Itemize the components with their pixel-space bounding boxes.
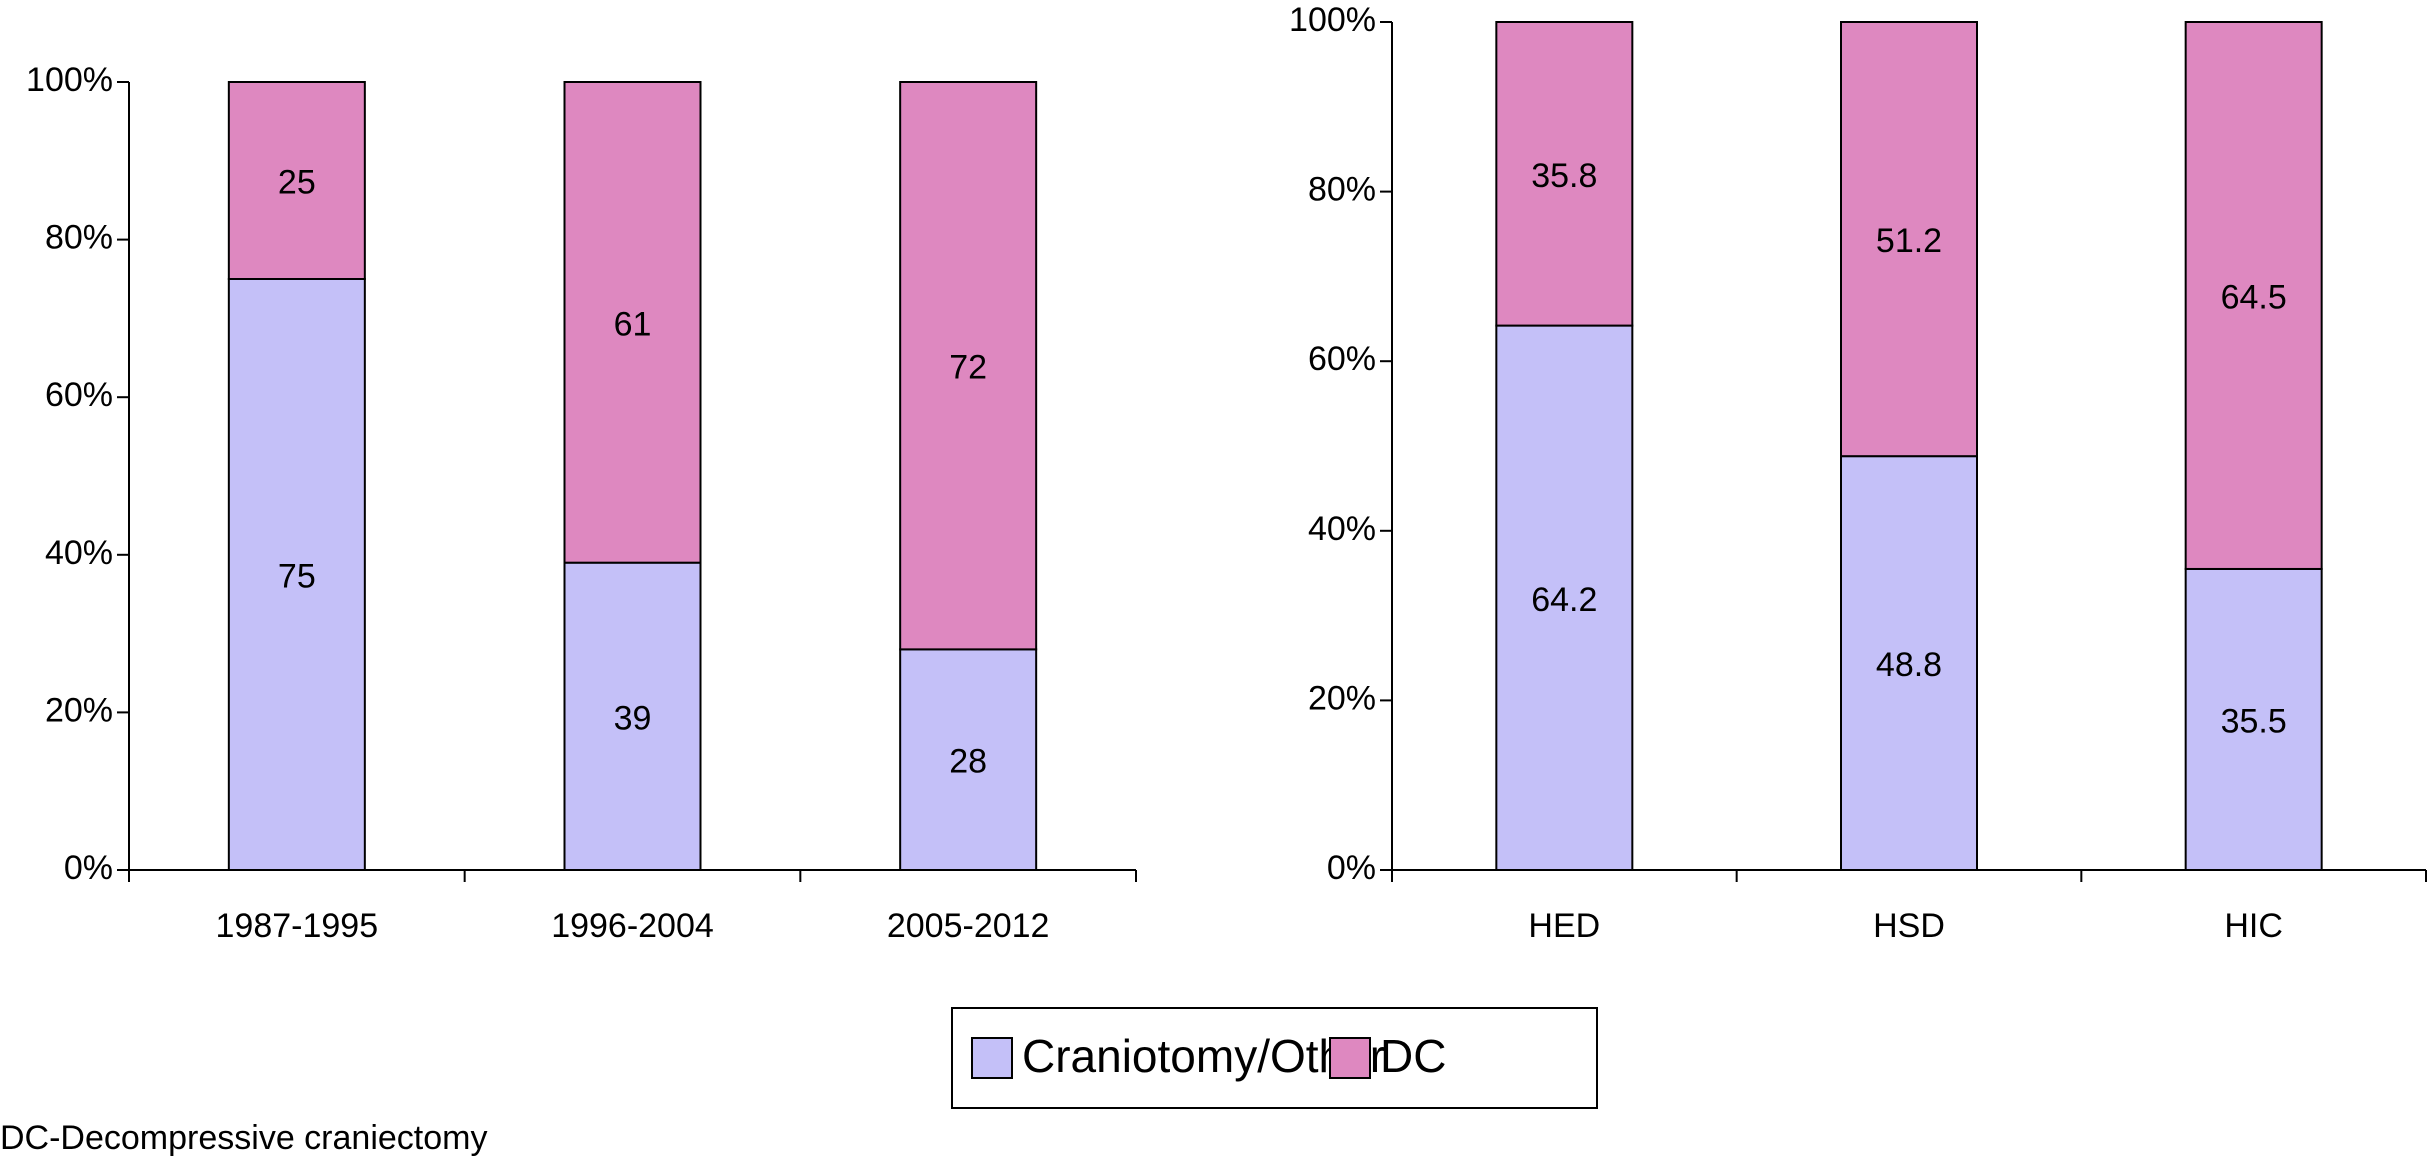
- footnote: DC-Decompressive craniectomy: [0, 1119, 487, 1157]
- y-tick-label: 0%: [1327, 849, 1376, 887]
- x-tick-label: 2005-2012: [887, 907, 1050, 945]
- data-label: 64.5: [2221, 278, 2287, 316]
- y-tick-label: 80%: [45, 219, 113, 257]
- bar-segment: [227, 278, 366, 871]
- y-tick-label: 100%: [26, 61, 113, 99]
- data-label: 75: [278, 557, 316, 595]
- data-label: 64.2: [1531, 581, 1597, 619]
- y-tick-label: 40%: [45, 534, 113, 572]
- y-tick-label: 60%: [45, 376, 113, 414]
- bar-segment: [1840, 455, 1978, 871]
- x-tick-label: 1996-2004: [551, 907, 714, 945]
- bar-segment: [2184, 21, 2323, 570]
- bar-segment: [563, 81, 702, 564]
- y-tick-label: 60%: [1308, 340, 1376, 378]
- legend-label: Craniotomy/Other: [1022, 1030, 1385, 1082]
- data-label: 72: [949, 349, 987, 387]
- data-label: 28: [949, 743, 987, 781]
- x-tick-label: HIC: [2224, 907, 2283, 945]
- y-tick-label: 20%: [1308, 679, 1376, 717]
- bar-segment: [1495, 21, 1634, 327]
- bar-segment: [899, 648, 1038, 871]
- bar-segment: [1495, 324, 1634, 872]
- data-label: 51.2: [1876, 222, 1942, 260]
- y-tick-label: 100%: [1289, 1, 1376, 39]
- y-tick-label: 20%: [45, 691, 113, 729]
- data-label: 35.5: [2221, 702, 2287, 740]
- x-tick-label: HSD: [1873, 907, 1945, 945]
- legend-swatch: [1329, 1037, 1371, 1079]
- data-label: 61: [614, 305, 652, 343]
- data-label: 35.8: [1531, 157, 1597, 195]
- y-tick-label: 80%: [1308, 171, 1376, 209]
- y-tick-label: 40%: [1308, 510, 1376, 548]
- legend-swatch: [971, 1037, 1013, 1079]
- legend-label: DC: [1380, 1030, 1446, 1082]
- bar-segment: [899, 81, 1038, 651]
- bar-segment: [1840, 21, 1978, 458]
- bar-segment: [2184, 567, 2323, 872]
- x-tick-label: HED: [1528, 907, 1600, 945]
- data-label: 25: [278, 163, 316, 201]
- data-label: 48.8: [1876, 646, 1942, 684]
- legend-box: [951, 1007, 1598, 1109]
- data-label: 39: [614, 699, 652, 737]
- bar-segment: [227, 81, 366, 280]
- y-tick-label: 0%: [64, 849, 113, 887]
- x-tick-label: 1987-1995: [216, 907, 379, 945]
